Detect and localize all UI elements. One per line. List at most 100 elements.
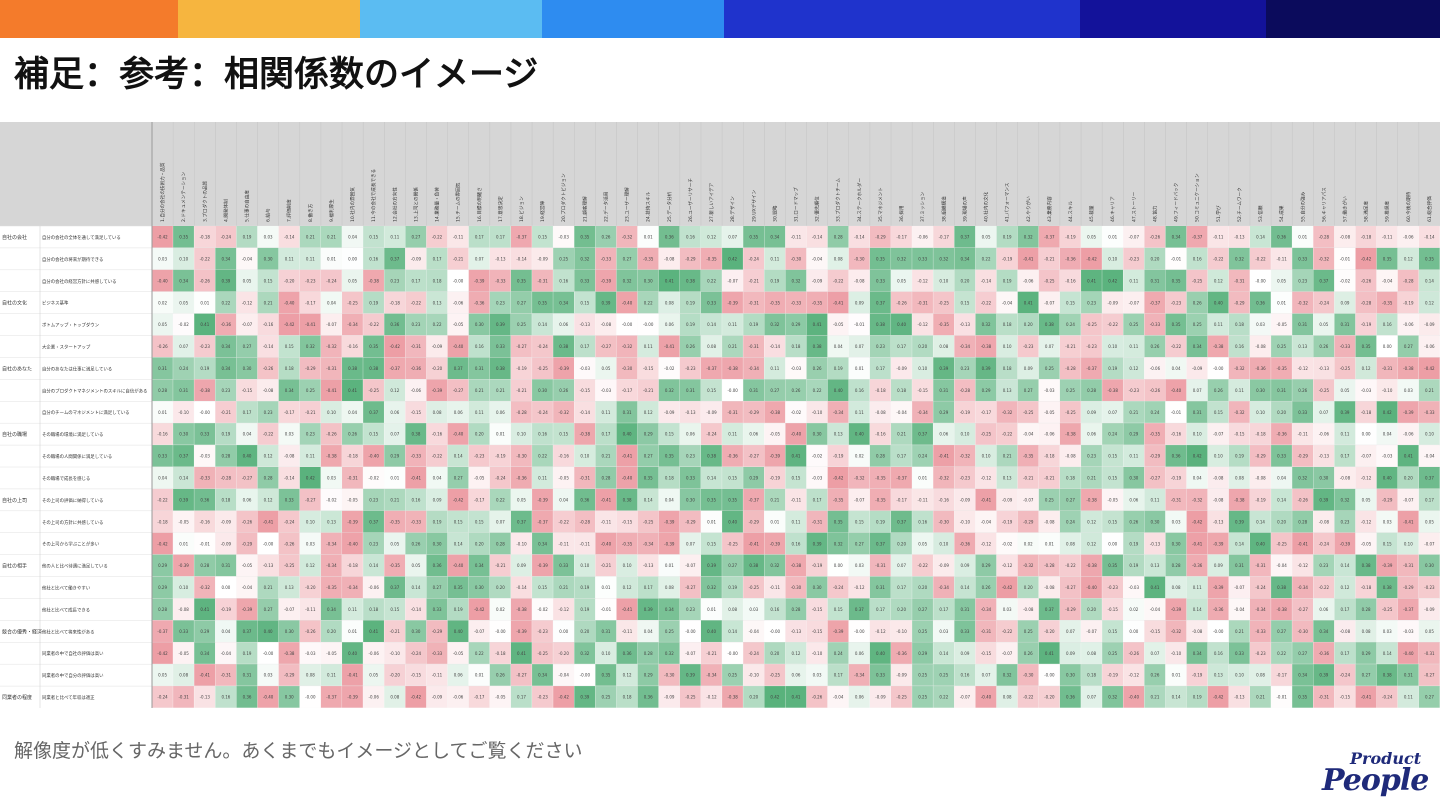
heatmap-cell bbox=[532, 269, 553, 292]
heatmap-cell bbox=[320, 467, 342, 489]
heatmap-cell bbox=[869, 532, 891, 555]
heatmap-cell-value: -0.07 bbox=[1002, 651, 1013, 656]
heatmap-cell bbox=[447, 401, 469, 423]
heatmap-cell-value: 0.31 bbox=[1150, 278, 1159, 283]
heatmap-cell-value: -0.05 bbox=[1044, 410, 1055, 415]
heatmap-cell-value: -0.30 bbox=[622, 366, 633, 371]
heatmap-cell-value: -0.24 bbox=[221, 235, 232, 240]
heatmap-cell bbox=[342, 313, 363, 336]
heatmap-cell bbox=[700, 620, 722, 642]
heatmap-cell bbox=[1376, 554, 1398, 577]
column-header: 18.ビジョン bbox=[518, 196, 525, 222]
heatmap-cell bbox=[1144, 379, 1166, 401]
heatmap-cell bbox=[1186, 401, 1208, 423]
heatmap-cell-value: 0.23 bbox=[1087, 300, 1096, 305]
heatmap-cell bbox=[1334, 247, 1356, 270]
heatmap-cell bbox=[722, 335, 743, 358]
heatmap-cell bbox=[194, 401, 216, 423]
heatmap-cell bbox=[658, 554, 680, 577]
heatmap-cell bbox=[447, 576, 469, 599]
heatmap-cell bbox=[257, 313, 279, 336]
heatmap-cell-value: -0.31 bbox=[875, 563, 886, 568]
heatmap-cell-value: 0.37 bbox=[855, 607, 864, 612]
heatmap-cell-value: -0.41 bbox=[981, 497, 992, 502]
heatmap-cell bbox=[595, 291, 617, 314]
heatmap-cell bbox=[1249, 467, 1271, 489]
heatmap-cell bbox=[1144, 686, 1166, 708]
heatmap-cell-value: 0.03 bbox=[264, 673, 273, 678]
heatmap-cell-value: -0.19 bbox=[812, 563, 823, 568]
heatmap-cell-value: -0.24 bbox=[749, 256, 760, 261]
heatmap-cell bbox=[468, 269, 490, 292]
heatmap-cell-value: -0.06 bbox=[369, 695, 380, 700]
heatmap-cell-value: -0.42 bbox=[390, 344, 401, 349]
heatmap-cell-value: 0.40 bbox=[728, 519, 737, 524]
heatmap-cell-value: 0.15 bbox=[1383, 541, 1392, 546]
heatmap-cell bbox=[215, 226, 237, 248]
heatmap-cell-value: 0.18 bbox=[433, 278, 442, 283]
heatmap-cell bbox=[363, 357, 384, 380]
heatmap-cell bbox=[1313, 401, 1335, 423]
heatmap-cell-value: 0.23 bbox=[390, 278, 399, 283]
heatmap-cell-value: -0.02 bbox=[537, 607, 548, 612]
heatmap-cell-value: -0.01 bbox=[1276, 695, 1287, 700]
heatmap-cell bbox=[299, 335, 321, 358]
heatmap-cell bbox=[510, 226, 532, 248]
heatmap-cell bbox=[764, 554, 786, 577]
heatmap-cell-value: 0.35 bbox=[876, 256, 885, 261]
heatmap-cell bbox=[320, 335, 342, 358]
heatmap-cell-value: -0.10 bbox=[1382, 388, 1393, 393]
heatmap-cell bbox=[1186, 532, 1208, 555]
heatmap-cell bbox=[785, 598, 807, 621]
heatmap-cell bbox=[278, 686, 300, 708]
heatmap-cell-value: -0.21 bbox=[516, 388, 527, 393]
heatmap-cell bbox=[152, 554, 173, 577]
column-header: 53.信頼 bbox=[1257, 205, 1264, 222]
heatmap-cell bbox=[785, 620, 807, 642]
heatmap-cell-value: 0.31 bbox=[158, 366, 167, 371]
heatmap-cell bbox=[1186, 642, 1208, 664]
heatmap-cell-value: 0.33 bbox=[559, 563, 568, 568]
row-label: 自分のあなたは仕事に満足している bbox=[42, 365, 112, 372]
heatmap-cell-value: 0.28 bbox=[644, 651, 653, 656]
heatmap-cell bbox=[405, 467, 427, 489]
heatmap-cell-value: 0.42 bbox=[1108, 278, 1117, 283]
heatmap-cell-value: 0.38 bbox=[369, 366, 378, 371]
heatmap-cell-value: 0.05 bbox=[982, 235, 991, 240]
heatmap-cell bbox=[1376, 269, 1398, 292]
heatmap-cell bbox=[933, 576, 955, 599]
heatmap-cell bbox=[764, 313, 786, 336]
heatmap-cell bbox=[1165, 554, 1187, 577]
heatmap-cell-value: -0.06 bbox=[453, 300, 464, 305]
heatmap-cell-value: -0.25 bbox=[284, 563, 295, 568]
heatmap-cell-value: 0.20 bbox=[1277, 519, 1286, 524]
heatmap-cell-value: 0.16 bbox=[770, 607, 779, 612]
heatmap-cell-value: 0.19 bbox=[200, 366, 209, 371]
heatmap-cell-value: -0.00 bbox=[770, 629, 781, 634]
heatmap-cell-value: -0.30 bbox=[939, 519, 950, 524]
heatmap-cell bbox=[1144, 445, 1166, 467]
heatmap-cell-value: 0.08 bbox=[1066, 541, 1075, 546]
heatmap-cell-value: 0.36 bbox=[1277, 235, 1286, 240]
heatmap-cell bbox=[1228, 357, 1250, 380]
heatmap-cell bbox=[1271, 379, 1292, 401]
heatmap-cell bbox=[173, 576, 194, 599]
row-label: 自分の会社の経営方針に共感している bbox=[42, 278, 117, 285]
heatmap-cell-value: -0.29 bbox=[284, 673, 295, 678]
heatmap-cell-value: 0.41 bbox=[792, 695, 801, 700]
heatmap-cell-value: -0.04 bbox=[981, 519, 992, 524]
heatmap-cell bbox=[1418, 576, 1440, 599]
heatmap-cell bbox=[1292, 247, 1314, 270]
heatmap-cell-value: -0.13 bbox=[643, 563, 654, 568]
heatmap-cell bbox=[996, 576, 1018, 599]
heatmap-cell-value: -0.20 bbox=[432, 366, 443, 371]
heatmap-cell-value: 0.10 bbox=[580, 563, 589, 568]
heatmap-cell-value: -0.25 bbox=[1319, 388, 1330, 393]
heatmap-cell-value: -0.27 bbox=[1150, 476, 1161, 481]
heatmap-cell-value: -0.34 bbox=[347, 585, 358, 590]
heatmap-cell-value: -0.29 bbox=[1255, 454, 1266, 459]
column-header: 61.総合評価 bbox=[1426, 196, 1433, 222]
heatmap-cell bbox=[700, 664, 722, 686]
heatmap-cell-value: -0.25 bbox=[1276, 541, 1287, 546]
heatmap-cell-value: 0.22 bbox=[496, 497, 505, 502]
